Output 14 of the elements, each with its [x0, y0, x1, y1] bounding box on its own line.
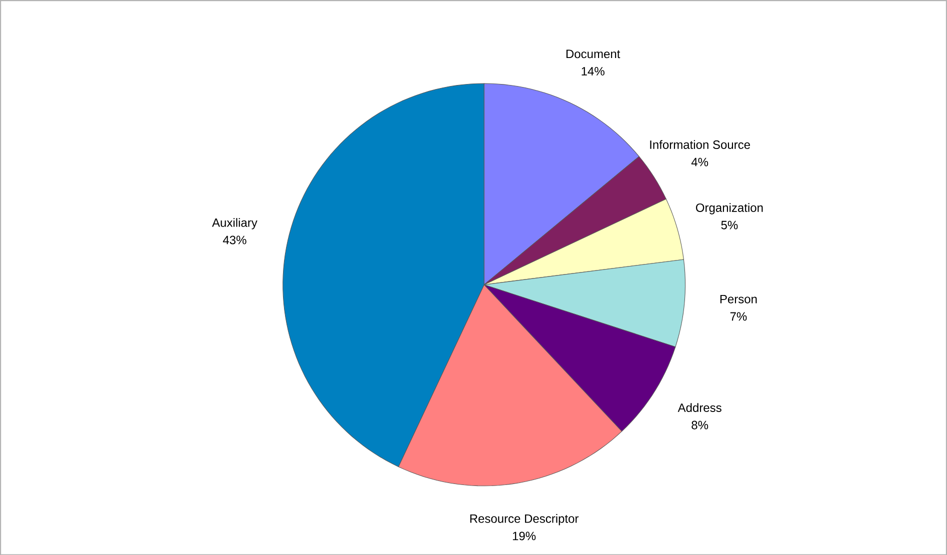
data-label: 4%: [691, 158, 708, 166]
slice-label: Address: [678, 402, 722, 412]
data-label: 8%: [692, 420, 708, 430]
slice-label: Auxiliary: [212, 218, 258, 230]
data-label: 19%: [512, 532, 536, 540]
slice-label: Information Source: [650, 140, 750, 149]
data-label: 14%: [582, 66, 604, 76]
data-label: 43%: [222, 236, 246, 244]
slice-label: Document: [566, 50, 620, 58]
slice-label: Person: [720, 294, 757, 304]
data-label: 7%: [730, 312, 747, 320]
slice-label: Resource Descriptor: [470, 514, 579, 526]
slice-label: Organization: [696, 202, 763, 214]
data-label: 5%: [721, 220, 738, 230]
